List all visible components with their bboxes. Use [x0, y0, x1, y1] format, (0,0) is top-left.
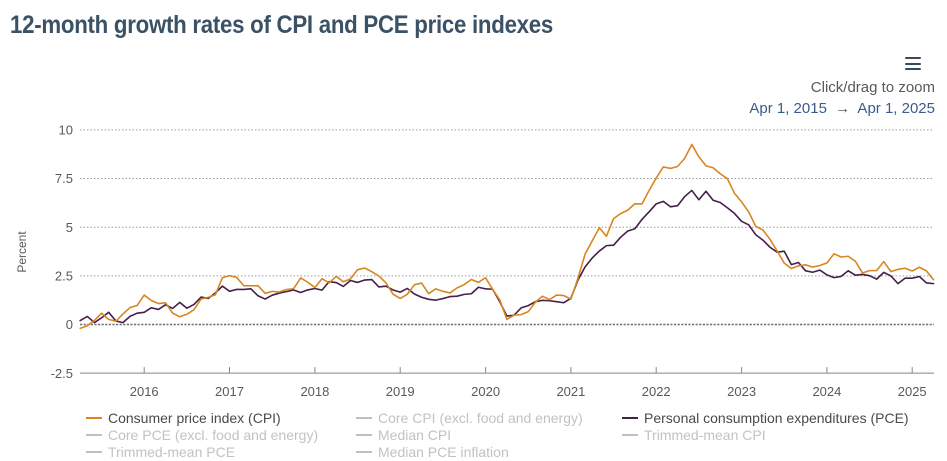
svg-text:2025: 2025: [898, 384, 927, 399]
svg-text:2022: 2022: [642, 384, 671, 399]
svg-text:5: 5: [66, 220, 73, 235]
svg-text:2018: 2018: [300, 384, 329, 399]
svg-text:7.5: 7.5: [55, 171, 73, 186]
svg-text:10: 10: [59, 123, 73, 138]
svg-text:2020: 2020: [471, 384, 500, 399]
svg-text:Percent: Percent: [15, 231, 29, 273]
svg-text:-2.5: -2.5: [51, 366, 73, 381]
svg-text:0: 0: [66, 317, 73, 332]
svg-text:2019: 2019: [386, 384, 415, 399]
svg-text:2021: 2021: [556, 384, 585, 399]
svg-text:2023: 2023: [727, 384, 756, 399]
svg-text:2016: 2016: [130, 384, 159, 399]
svg-text:2024: 2024: [812, 384, 841, 399]
svg-text:2.5: 2.5: [55, 268, 73, 283]
svg-text:2017: 2017: [215, 384, 244, 399]
